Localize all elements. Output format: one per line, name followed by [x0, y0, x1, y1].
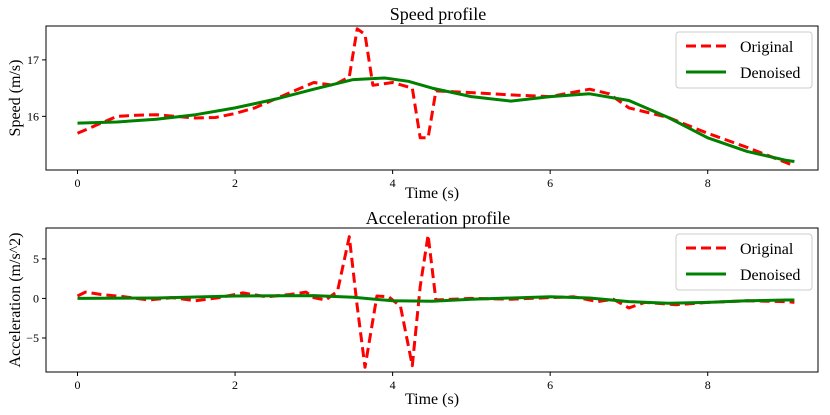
x-axis-label: Time (s): [405, 185, 459, 202]
legend-label-denoised: Denoised: [740, 65, 800, 82]
x-tick-label: 0: [75, 378, 81, 392]
y-tick-label: 17: [27, 53, 39, 67]
y-ticks: −5 0 5: [26, 252, 46, 345]
legend: Original Denoised: [675, 31, 813, 89]
x-tick-label: 2: [232, 176, 238, 190]
x-tick-label: 4: [390, 176, 396, 190]
x-tick-label: 8: [705, 378, 711, 392]
x-ticks: 0 2 4 6 8: [75, 372, 711, 392]
y-tick-label: 0: [33, 291, 39, 305]
series-line-denoised: [77, 294, 795, 305]
legend-label-denoised: Denoised: [740, 267, 800, 284]
y-axis-label: Acceleration (m/s^2): [7, 232, 24, 367]
plot-frame: [45, 25, 819, 171]
series-line-original: [76, 233, 795, 369]
chart-title: Speed profile: [390, 4, 486, 24]
plot-frame: [45, 227, 819, 373]
x-axis-label: Time (s): [405, 391, 459, 408]
x-tick-label: 6: [547, 176, 553, 190]
y-tick-label: −5: [26, 331, 39, 345]
legend: Original Denoised: [675, 233, 813, 291]
acceleration-chart: Acceleration profile 0 2 4 6 8 −5 0 5 Time (s)…: [7, 208, 819, 408]
y-tick-label: 16: [27, 109, 39, 123]
chart-title: Acceleration profile: [366, 208, 510, 228]
x-tick-label: 0: [75, 176, 81, 190]
y-tick-label: 5: [33, 252, 39, 266]
x-tick-label: 8: [705, 176, 711, 190]
legend-label-original: Original: [740, 241, 794, 258]
x-tick-label: 6: [547, 378, 553, 392]
x-tick-label: 4: [390, 378, 396, 392]
series-layer: [76, 27, 795, 168]
x-ticks: 0 2 4 6 8: [75, 170, 711, 190]
x-tick-label: 2: [232, 378, 238, 392]
legend-label-original: Original: [740, 39, 794, 56]
series-line-denoised: [77, 76, 795, 163]
series-layer: [76, 233, 795, 369]
y-axis-label: Speed (m/s): [7, 60, 24, 137]
